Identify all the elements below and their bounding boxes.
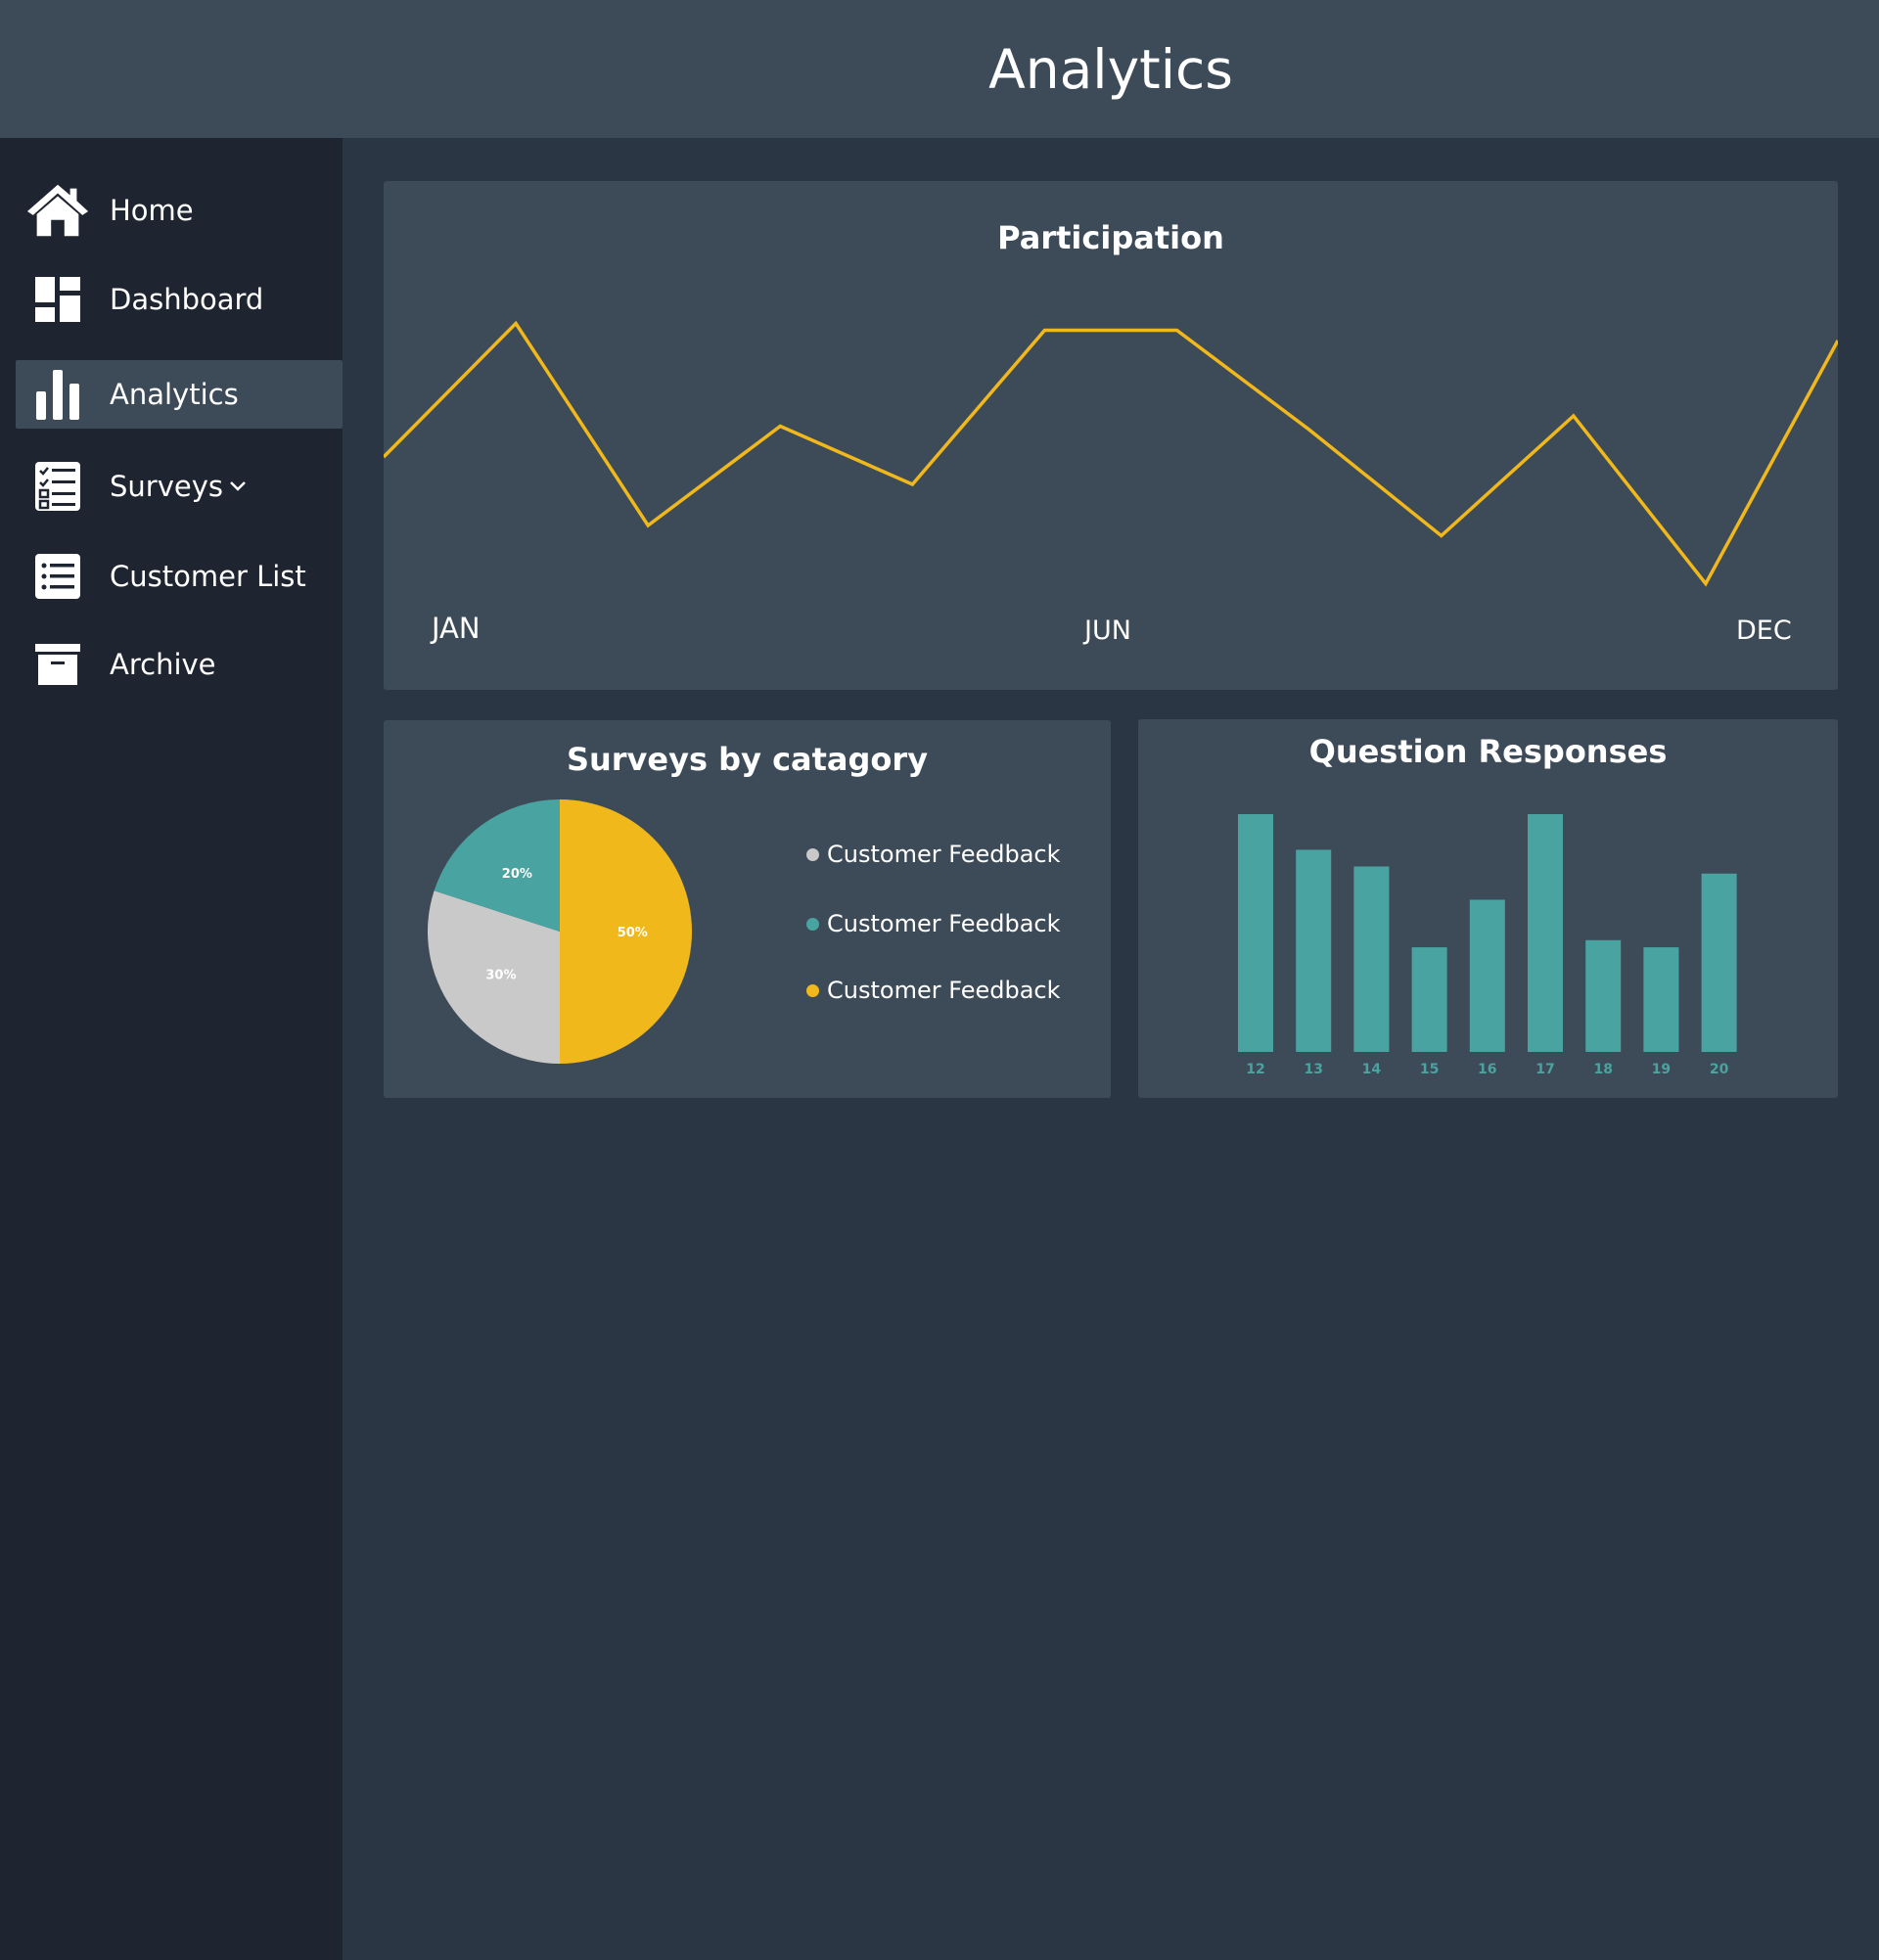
sidebar-item-label: Customer List bbox=[110, 560, 306, 593]
bar-tick-label: 15 bbox=[1420, 1062, 1439, 1077]
pie-slice-label: 20% bbox=[502, 867, 532, 882]
surveys-pie-chart: 50% 30% 20% bbox=[428, 799, 692, 1064]
legend-label: Customer Feedback bbox=[827, 977, 1061, 1004]
bar-tick-label: 13 bbox=[1304, 1062, 1322, 1077]
legend-item: Customer Feedback bbox=[806, 976, 1061, 1005]
participation-title: Participation bbox=[997, 219, 1224, 256]
bar-tick-label: 12 bbox=[1246, 1062, 1264, 1077]
surveys-by-category-title: Surveys by catagory bbox=[566, 741, 929, 778]
participation-card: Participation JAN JUN DEC bbox=[384, 181, 1838, 690]
archive-icon bbox=[25, 635, 90, 694]
bar bbox=[1585, 939, 1622, 1052]
x-tick-jan: JAN bbox=[432, 612, 481, 645]
dashboard-icon bbox=[25, 270, 90, 329]
page-title: Analytics bbox=[988, 38, 1233, 101]
bar bbox=[1411, 947, 1447, 1052]
participation-series-line bbox=[384, 320, 1838, 587]
legend-label: Customer Feedback bbox=[827, 910, 1061, 937]
sidebar-item-label: Archive bbox=[110, 648, 216, 681]
bar bbox=[1238, 814, 1273, 1052]
x-tick-dec: DEC bbox=[1736, 615, 1792, 646]
bar bbox=[1528, 814, 1563, 1052]
sidebar-item-surveys[interactable]: Surveys bbox=[16, 452, 343, 521]
sidebar-item-label: Analytics bbox=[110, 378, 239, 411]
legend-swatch bbox=[806, 917, 819, 931]
bar-tick-label: 16 bbox=[1478, 1062, 1496, 1077]
bar-tick-label: 18 bbox=[1593, 1062, 1612, 1077]
legend-swatch bbox=[806, 847, 819, 861]
checklist-icon bbox=[25, 457, 90, 516]
pie-slice bbox=[560, 799, 692, 1064]
participation-line-chart bbox=[384, 320, 1838, 587]
chevron-down-icon bbox=[229, 480, 247, 492]
legend-swatch bbox=[806, 983, 819, 997]
sidebar-item-archive[interactable]: Archive bbox=[16, 630, 343, 699]
sidebar-item-customer-list[interactable]: Customer List bbox=[16, 542, 343, 611]
legend-item: Customer Feedback bbox=[806, 909, 1061, 938]
sidebar-item-label: Surveys bbox=[110, 470, 223, 503]
app-header: Analytics bbox=[0, 0, 1879, 138]
sidebar-item-analytics[interactable]: Analytics bbox=[16, 360, 343, 429]
pie-slice-label: 50% bbox=[618, 926, 648, 940]
list-icon bbox=[25, 547, 90, 606]
question-responses-card: Question Responses 12 13 14 15 16 17 18 19 20 bbox=[1138, 719, 1838, 1098]
pie-slice bbox=[428, 890, 560, 1064]
bar-tick-label: 20 bbox=[1710, 1062, 1729, 1077]
x-tick-jun: JUN bbox=[1084, 615, 1131, 646]
sidebar-item-label: Dashboard bbox=[110, 283, 264, 316]
bar bbox=[1643, 947, 1679, 1052]
question-responses-title: Question Responses bbox=[1308, 733, 1668, 770]
surveys-by-category-card: Surveys by catagory 50% 30% 20% Customer F… bbox=[384, 720, 1111, 1098]
sidebar: Home Dashboard Analytics bbox=[0, 138, 343, 1960]
bar bbox=[1353, 866, 1390, 1052]
legend-item: Customer Feedback bbox=[806, 840, 1061, 869]
pie-slice bbox=[434, 799, 560, 932]
bar bbox=[1469, 899, 1505, 1052]
bar-chart-icon bbox=[25, 365, 90, 424]
bar bbox=[1701, 873, 1737, 1052]
bar-tick-label: 14 bbox=[1362, 1062, 1382, 1077]
bar-tick-label: 19 bbox=[1652, 1062, 1671, 1077]
home-icon bbox=[25, 181, 90, 240]
legend-label: Customer Feedback bbox=[827, 841, 1061, 868]
sidebar-item-home[interactable]: Home bbox=[16, 176, 343, 245]
pie-slice-label: 30% bbox=[485, 969, 516, 983]
sidebar-item-dashboard[interactable]: Dashboard bbox=[16, 265, 343, 334]
bar bbox=[1296, 849, 1332, 1052]
bar-tick-label: 17 bbox=[1535, 1062, 1554, 1077]
question-responses-bar-chart: 12 13 14 15 16 17 18 19 20 bbox=[1238, 814, 1737, 1077]
sidebar-item-label: Home bbox=[110, 194, 194, 227]
